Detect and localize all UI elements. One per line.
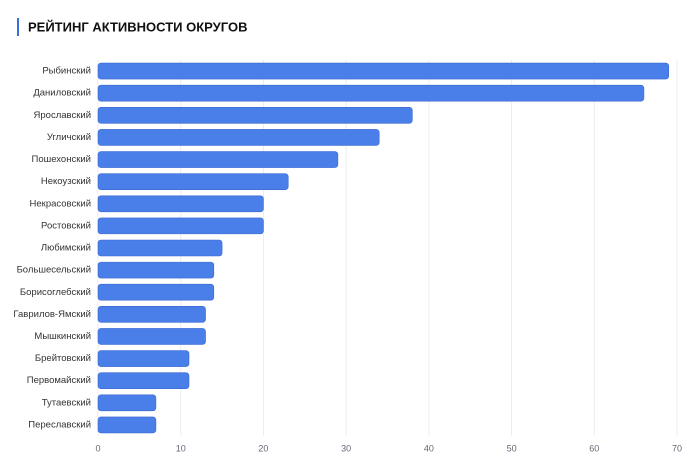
y-tick-label: Некрасовский [30,198,91,209]
x-tick-label: 10 [176,443,186,453]
bar [97,328,206,345]
y-tick-label: Переславский [28,419,91,430]
x-tick-label: 40 [424,443,434,453]
x-tick-label: 20 [258,443,268,453]
bar [97,306,206,323]
y-tick-label: Пошехонский [31,154,91,165]
bar [97,283,215,301]
bar [97,239,223,257]
chart-title: РЕЙТИНГ АКТИВНОСТИ ОКРУГОВ [28,19,247,34]
x-tick-label: 50 [507,443,517,453]
bar [97,350,190,367]
bar [97,217,264,235]
y-tick-label: Даниловский [33,88,91,99]
bar [97,195,264,213]
y-tick-label: Угличский [47,132,91,143]
bar [97,261,215,279]
x-tick-label: 0 [95,443,100,453]
bar [97,106,413,124]
bar [97,394,157,412]
bar [97,84,645,102]
bar [97,173,289,190]
y-tick-label: Брейтовский [35,353,91,364]
bar [97,129,380,146]
bar [97,416,157,434]
x-tick-label: 30 [341,443,351,453]
y-tick-label: Любимский [41,243,91,254]
y-tick-label: Борисоглебский [20,287,91,298]
bar [97,62,670,80]
bar [97,151,339,168]
y-tick-label: Гаврилов-Ямский [13,309,91,320]
title-accent [17,18,19,36]
y-tick-label: Большесельский [17,265,91,276]
y-tick-label: Мышкинский [34,331,91,342]
y-tick-label: Некоузский [41,176,91,187]
y-tick-label: Рыбинский [42,66,91,77]
y-tick-label: Первомайский [27,375,91,386]
y-tick-label: Ярославский [34,110,91,121]
x-tick-label: 70 [672,443,682,453]
y-tick-label: Ростовский [41,220,91,231]
y-tick-label: Тутаевский [42,397,91,408]
x-tick-label: 60 [589,443,599,453]
bar [97,372,190,390]
